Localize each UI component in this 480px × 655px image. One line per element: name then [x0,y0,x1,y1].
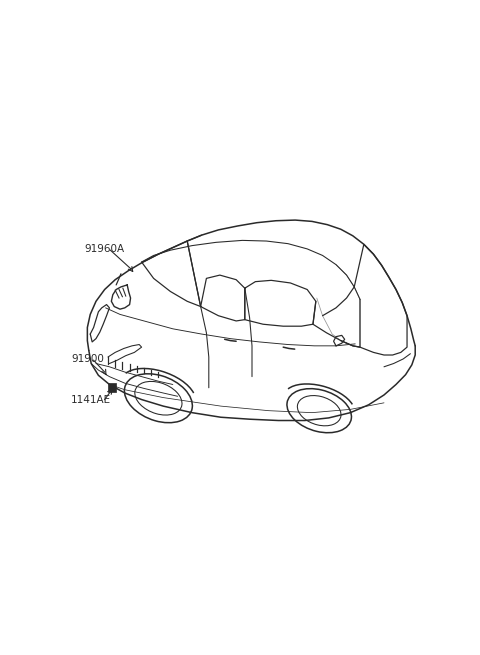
Text: 1141AE: 1141AE [71,394,111,405]
Bar [108,383,116,392]
Text: 91900: 91900 [71,354,104,364]
Text: 91960A: 91960A [84,244,124,254]
